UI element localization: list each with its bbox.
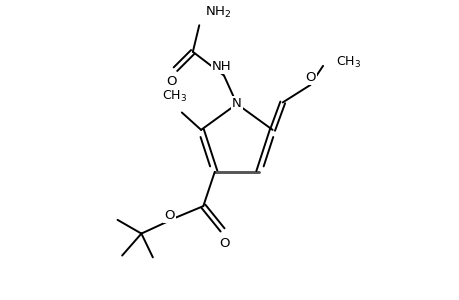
- Text: O: O: [304, 71, 315, 84]
- Text: CH$_3$: CH$_3$: [162, 89, 187, 104]
- Text: O: O: [219, 237, 230, 250]
- Text: CH$_3$: CH$_3$: [335, 55, 360, 70]
- Text: NH$_2$: NH$_2$: [204, 5, 231, 20]
- Text: O: O: [164, 209, 174, 222]
- Text: O: O: [166, 75, 177, 88]
- Text: NH: NH: [212, 60, 231, 73]
- Text: N: N: [231, 98, 241, 110]
